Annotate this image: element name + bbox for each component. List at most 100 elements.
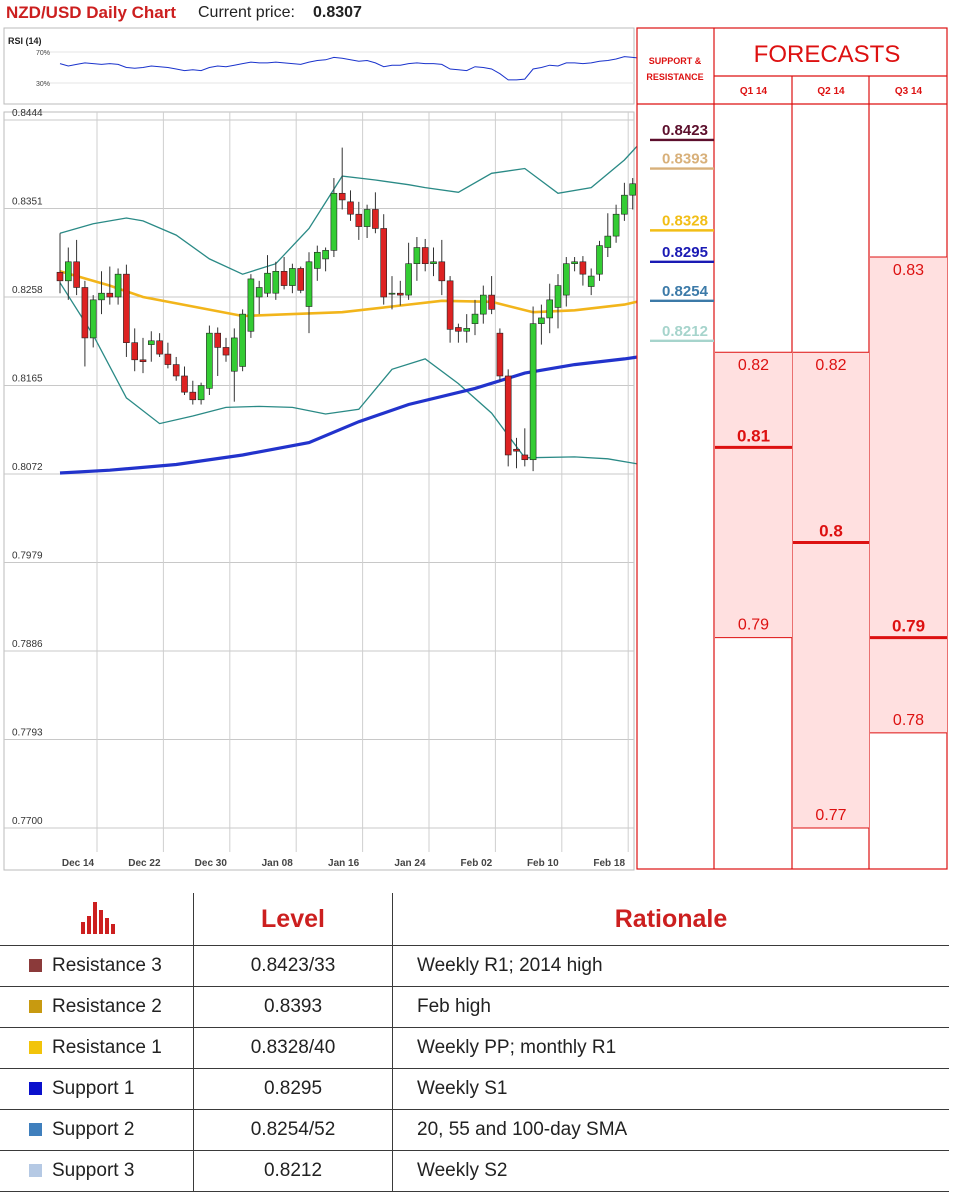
candle-body bbox=[231, 337, 238, 372]
price-label: Current price: bbox=[198, 4, 295, 21]
level-label: 0.8295 bbox=[662, 244, 708, 261]
y-tick-label: 0.7793 bbox=[12, 728, 43, 739]
legend-swatch bbox=[29, 1164, 42, 1177]
candle-body bbox=[98, 292, 105, 301]
y-tick-label: 0.7700 bbox=[12, 816, 43, 827]
bollinger-bands bbox=[59, 123, 659, 466]
x-tick-label: Feb 10 bbox=[527, 858, 559, 869]
table-row: Support 1 0.8295 Weekly S1 bbox=[0, 1068, 949, 1110]
candle-body bbox=[172, 364, 180, 377]
level-rationale: 20, 55 and 100-day SMA bbox=[392, 1109, 949, 1151]
quarter-label: Q2 14 bbox=[817, 86, 845, 97]
y-tick-label: 0.8351 bbox=[12, 197, 43, 208]
legend-swatch bbox=[29, 1000, 42, 1013]
candle-body bbox=[388, 292, 396, 295]
sma-blue-line bbox=[59, 352, 658, 475]
forecast-mid-label: 0.79 bbox=[892, 617, 925, 636]
forecast-low-label: 0.78 bbox=[893, 712, 924, 729]
forecast-range-box bbox=[793, 352, 869, 828]
candle-body bbox=[56, 271, 64, 282]
table-header-row: Level Rationale bbox=[0, 893, 949, 946]
forecast-columns: Q1 14 0.82 0.79 0.81 Q2 14 0.82 0.77 0.8 Q3 14 0.… bbox=[715, 86, 947, 829]
level-name: Resistance 2 bbox=[52, 996, 162, 1017]
candle-body bbox=[181, 375, 188, 393]
candle-body bbox=[372, 209, 379, 229]
bar-chart-icon bbox=[80, 902, 115, 934]
candle-body bbox=[504, 375, 512, 456]
legend-swatch bbox=[29, 1123, 42, 1136]
candle-body bbox=[305, 261, 313, 307]
candle-body bbox=[322, 250, 329, 260]
forecast-high-label: 0.82 bbox=[815, 357, 846, 374]
sr-label-line1: SUPPORT & bbox=[649, 56, 702, 66]
candle-body bbox=[562, 263, 570, 296]
sr-label-line2: RESISTANCE bbox=[646, 72, 703, 82]
level-label: 0.8423 bbox=[662, 122, 708, 139]
candle-body bbox=[604, 235, 612, 248]
candle-body bbox=[471, 313, 479, 324]
table-row: Support 2 0.8254/52 20, 55 and 100-day S… bbox=[0, 1109, 949, 1151]
level-rationale: Weekly S2 bbox=[392, 1150, 949, 1192]
forecast-high-label: 0.82 bbox=[738, 357, 769, 374]
y-tick-label: 0.8444 bbox=[12, 108, 43, 119]
y-tick-label: 0.8165 bbox=[12, 374, 43, 385]
level-label: 0.8212 bbox=[662, 323, 708, 340]
candle-body bbox=[438, 261, 446, 282]
level-value: 0.8254/52 bbox=[193, 1109, 393, 1151]
candle-body bbox=[123, 273, 130, 343]
candle-body bbox=[380, 228, 388, 298]
levels-table: Level Rationale Resistance 3 0.8423/33 W… bbox=[0, 893, 949, 1192]
table-header-icon-cell bbox=[0, 893, 194, 946]
candle-body bbox=[554, 285, 562, 308]
candle-body bbox=[156, 340, 163, 355]
forecast-high-label: 0.83 bbox=[893, 262, 924, 279]
candle-body bbox=[206, 332, 213, 389]
x-tick-label: Dec 14 bbox=[62, 858, 95, 869]
candle-body bbox=[89, 299, 97, 339]
x-tick-label: Jan 24 bbox=[394, 858, 426, 869]
candle-body bbox=[479, 294, 487, 315]
x-tick-label: Dec 30 bbox=[195, 858, 228, 869]
candle-body bbox=[264, 272, 271, 294]
quarter-label: Q1 14 bbox=[740, 86, 768, 97]
level-header: Level bbox=[193, 893, 393, 946]
rsi-tick-70: 70% bbox=[36, 50, 50, 57]
chart-title: NZD/USD Daily Chart bbox=[6, 3, 177, 22]
candle-body bbox=[131, 342, 138, 361]
rsi-line bbox=[59, 56, 658, 81]
level-label: 0.8393 bbox=[662, 151, 708, 168]
candle-body bbox=[73, 261, 80, 288]
moving-averages bbox=[59, 270, 658, 475]
candle-body bbox=[521, 454, 529, 461]
rsi-label: RSI (14) bbox=[8, 36, 42, 46]
candle-body bbox=[455, 327, 462, 332]
y-axis: 0.8444 0.8351 0.8258 0.8165 0.8072 0.7979 0.78… bbox=[12, 108, 43, 827]
x-axis: Dec 14 Dec 22 Dec 30 Jan 08 Jan 16 Jan 24 Feb … bbox=[62, 858, 626, 869]
rsi-panel: RSI (14) 70% 30% bbox=[3, 27, 658, 105]
candle-body bbox=[313, 251, 321, 269]
candle-body bbox=[148, 340, 155, 345]
candle-body bbox=[446, 280, 454, 330]
legend-swatch bbox=[29, 959, 42, 972]
chart-header: NZD/USD Daily Chart Current price: 0.830… bbox=[0, 0, 640, 26]
forecast-mid-label: 0.8 bbox=[819, 522, 843, 541]
candle-body bbox=[571, 261, 578, 264]
price-value: 0.8307 bbox=[313, 4, 362, 21]
candle-body bbox=[396, 292, 404, 296]
level-name: Resistance 3 bbox=[52, 955, 162, 976]
level-name: Support 2 bbox=[52, 1119, 135, 1140]
forecast-mid-label: 0.81 bbox=[737, 426, 770, 445]
candle-body bbox=[330, 192, 338, 251]
candle-body bbox=[81, 287, 89, 339]
candlesticks bbox=[56, 147, 661, 472]
candle-body bbox=[621, 194, 628, 215]
forecast-range-box bbox=[715, 352, 792, 638]
level-rationale: Weekly PP; monthly R1 bbox=[392, 1027, 949, 1069]
quarter-label: Q3 14 bbox=[895, 86, 923, 97]
candle-body bbox=[355, 213, 363, 227]
support-resistance-levels: 0.8423 0.8393 0.8328 0.8295 0.8254 0.8212 bbox=[650, 122, 714, 342]
level-value: 0.8212 bbox=[193, 1150, 393, 1192]
candle-body bbox=[197, 385, 205, 401]
level-rationale: Feb high bbox=[392, 986, 949, 1028]
candle-body bbox=[255, 287, 263, 298]
